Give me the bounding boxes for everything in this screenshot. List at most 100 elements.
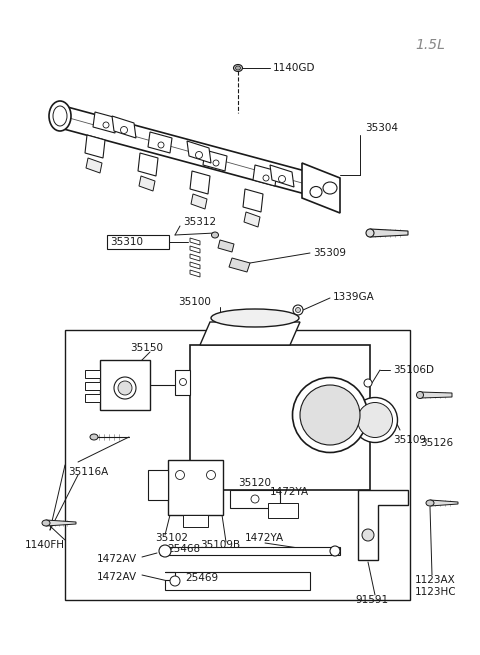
Ellipse shape — [278, 176, 286, 183]
Polygon shape — [270, 165, 294, 187]
Polygon shape — [86, 158, 102, 173]
Ellipse shape — [103, 122, 109, 128]
Bar — [107, 235, 169, 249]
Bar — [183, 515, 208, 527]
Polygon shape — [268, 503, 298, 518]
Text: 35102: 35102 — [155, 533, 188, 543]
Polygon shape — [165, 572, 310, 590]
Polygon shape — [93, 112, 117, 133]
Bar — [85, 382, 100, 390]
Polygon shape — [112, 116, 136, 138]
Text: 35116A: 35116A — [68, 467, 108, 477]
Ellipse shape — [90, 434, 98, 440]
Text: 35304: 35304 — [365, 123, 398, 133]
Ellipse shape — [293, 305, 303, 315]
Text: 35310: 35310 — [110, 237, 143, 247]
Polygon shape — [302, 163, 340, 213]
Ellipse shape — [366, 229, 374, 237]
Ellipse shape — [426, 500, 434, 506]
Ellipse shape — [323, 182, 337, 194]
Ellipse shape — [362, 529, 374, 541]
Polygon shape — [168, 460, 223, 515]
Ellipse shape — [159, 545, 171, 557]
Polygon shape — [370, 229, 408, 237]
Text: 35150: 35150 — [130, 343, 163, 353]
Text: 1.5L: 1.5L — [415, 38, 445, 52]
Ellipse shape — [251, 495, 259, 503]
Ellipse shape — [358, 403, 393, 438]
Polygon shape — [190, 254, 200, 261]
Polygon shape — [230, 490, 280, 508]
Text: 25468: 25468 — [167, 544, 200, 554]
Ellipse shape — [212, 232, 218, 238]
Text: 35309: 35309 — [313, 248, 346, 258]
Polygon shape — [148, 470, 168, 500]
Ellipse shape — [233, 64, 242, 71]
Polygon shape — [187, 141, 211, 163]
Ellipse shape — [310, 187, 322, 198]
Polygon shape — [191, 194, 207, 209]
Ellipse shape — [114, 377, 136, 399]
Text: 1472YA: 1472YA — [245, 533, 284, 543]
Polygon shape — [148, 132, 172, 153]
Text: 1472YA: 1472YA — [270, 487, 309, 497]
Ellipse shape — [42, 520, 50, 526]
Ellipse shape — [53, 106, 67, 126]
Polygon shape — [160, 547, 340, 555]
Ellipse shape — [170, 576, 180, 586]
Bar — [190, 345, 370, 490]
Ellipse shape — [236, 66, 240, 70]
Text: 35126: 35126 — [420, 438, 453, 448]
Text: 35109: 35109 — [393, 435, 426, 445]
Text: 35100: 35100 — [179, 297, 211, 307]
Ellipse shape — [263, 175, 269, 181]
Polygon shape — [85, 135, 105, 158]
Polygon shape — [420, 392, 452, 398]
Text: 1472AV: 1472AV — [97, 554, 137, 564]
Polygon shape — [244, 212, 260, 227]
Ellipse shape — [352, 398, 397, 443]
Ellipse shape — [120, 126, 128, 134]
Polygon shape — [253, 165, 277, 186]
Polygon shape — [100, 360, 150, 410]
Ellipse shape — [211, 309, 299, 327]
Text: 25469: 25469 — [185, 573, 218, 583]
Ellipse shape — [176, 470, 184, 479]
Polygon shape — [190, 262, 200, 269]
Bar — [85, 370, 100, 378]
Polygon shape — [358, 490, 408, 560]
Ellipse shape — [292, 377, 368, 453]
Polygon shape — [200, 322, 300, 345]
Ellipse shape — [49, 101, 71, 131]
Polygon shape — [243, 189, 263, 212]
Ellipse shape — [195, 151, 203, 159]
Polygon shape — [203, 150, 227, 171]
Text: 35106D: 35106D — [393, 365, 434, 375]
Ellipse shape — [118, 381, 132, 395]
Bar — [85, 394, 100, 402]
Text: 35109B: 35109B — [200, 540, 240, 550]
Bar — [65, 330, 410, 600]
Ellipse shape — [296, 307, 300, 312]
Polygon shape — [138, 153, 158, 176]
Polygon shape — [46, 520, 76, 526]
Polygon shape — [190, 238, 200, 245]
Ellipse shape — [330, 546, 340, 556]
Text: 1123HC: 1123HC — [415, 587, 456, 597]
Polygon shape — [218, 240, 234, 252]
Polygon shape — [190, 246, 200, 253]
Polygon shape — [430, 500, 458, 506]
Ellipse shape — [300, 385, 360, 445]
Text: 35120: 35120 — [238, 478, 271, 488]
Text: 1140FH: 1140FH — [25, 540, 65, 550]
Polygon shape — [175, 370, 190, 395]
Polygon shape — [190, 270, 200, 277]
Ellipse shape — [180, 379, 187, 386]
Text: 1140GD: 1140GD — [273, 63, 315, 73]
Polygon shape — [139, 176, 155, 191]
Text: 91591: 91591 — [355, 595, 388, 605]
Polygon shape — [190, 171, 210, 194]
Text: 1472AV: 1472AV — [97, 572, 137, 582]
Ellipse shape — [206, 470, 216, 479]
Text: 1339GA: 1339GA — [333, 292, 375, 302]
